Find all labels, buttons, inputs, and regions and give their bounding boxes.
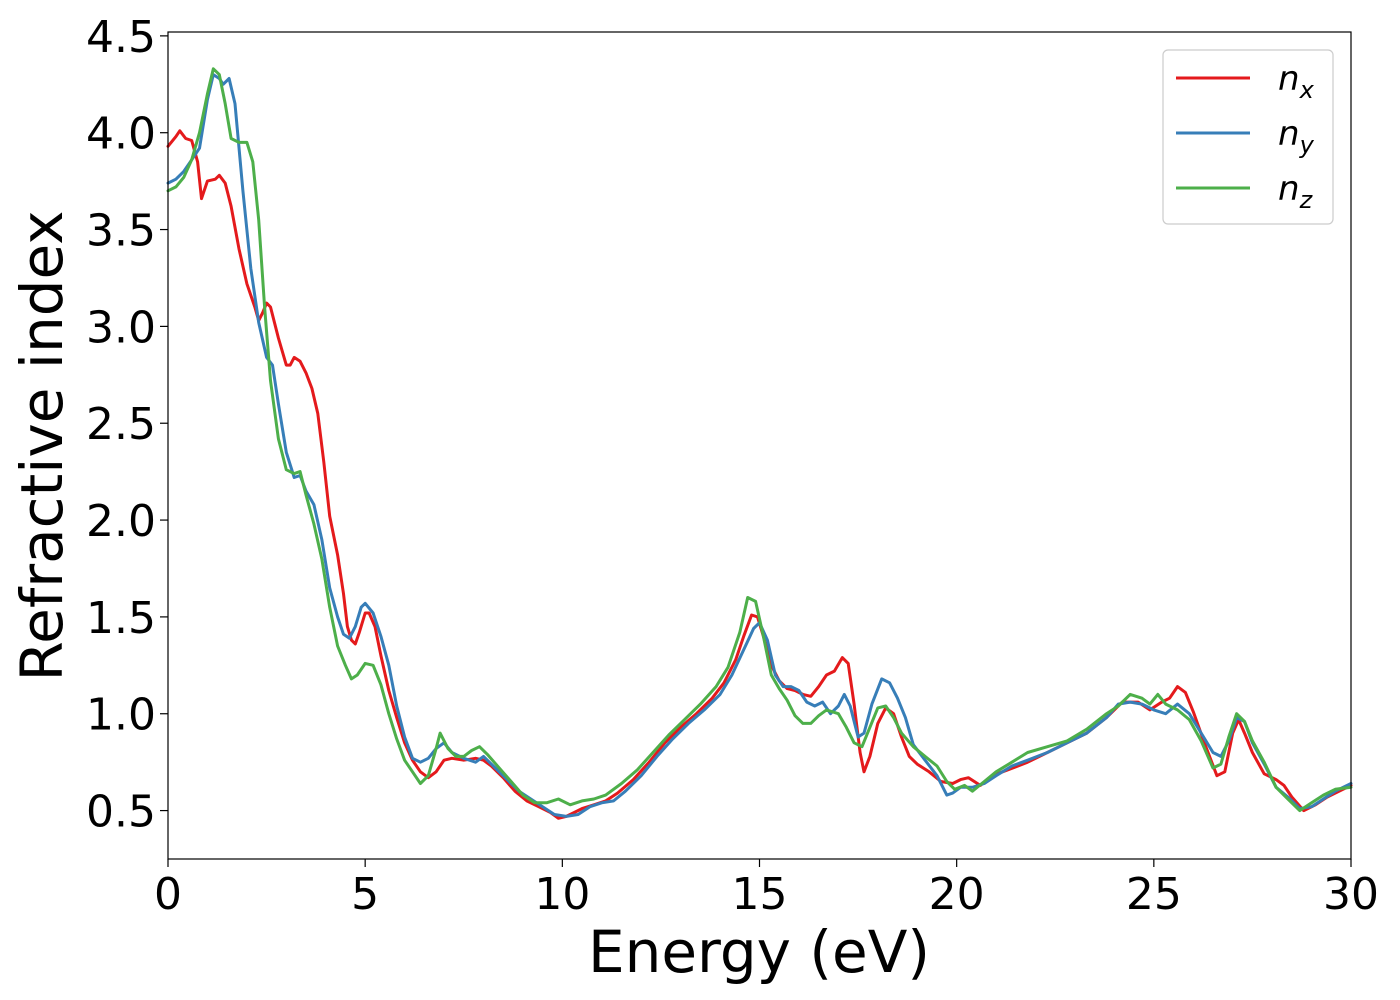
y-tick-label: 1.5: [86, 593, 156, 644]
y-tick-label: 2.5: [86, 399, 156, 450]
legend-subscript: y: [1299, 131, 1315, 159]
x-tick-label: 5: [351, 869, 379, 920]
y-axis-title: Refractive index: [8, 210, 76, 681]
legend-subscript: x: [1299, 76, 1315, 104]
x-axis-title: Energy (eV): [588, 918, 930, 986]
y-tick-label: 3.0: [86, 302, 156, 353]
y-tick-label: 4.5: [86, 12, 156, 63]
legend-subscript: z: [1299, 186, 1314, 214]
x-tick-label: 25: [1126, 869, 1182, 920]
series-layer: [166, 67, 1353, 820]
legend-box: [1162, 49, 1334, 225]
x-tick-label: 15: [732, 869, 788, 920]
plot-area-background: [168, 32, 1351, 859]
series-line-nz: [166, 67, 1353, 813]
series-line-ny: [166, 73, 1353, 818]
y-tick-label: 0.5: [86, 787, 156, 838]
y-tick-label: 3.5: [86, 206, 156, 257]
x-tick-label: 30: [1323, 869, 1379, 920]
y-tick-label: 1.0: [86, 690, 156, 741]
x-tick-label: 0: [154, 869, 182, 920]
x-tick-label: 20: [929, 869, 985, 920]
y-tick-label: 4.0: [86, 109, 156, 160]
y-tick-label: 2.0: [86, 496, 156, 547]
axes-layer: 0 5 10 15 20 25 30 0.5 1.0 1.5 2.0 2.5 3.0 3.5 4.0 4.5: [86, 12, 1379, 920]
legend-label-nx: nx: [1278, 59, 1315, 104]
x-tick-label: 10: [534, 869, 590, 920]
